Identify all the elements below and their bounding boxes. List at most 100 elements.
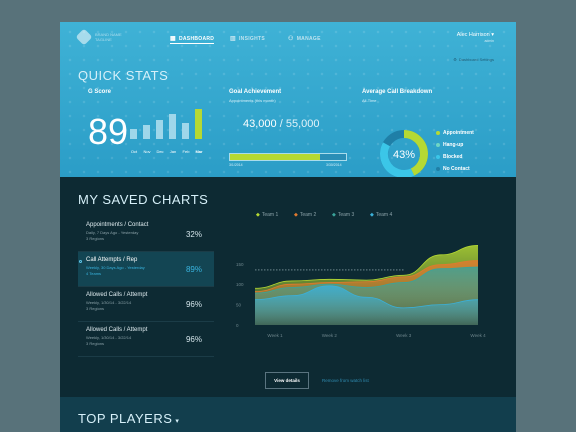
g-score-bar-fill [195,109,202,139]
saved-chart-scope: 3 Regions [86,236,105,241]
g-score-bar-0 [130,109,137,139]
saved-chart-title: Allowed Calls / Attempt [86,327,148,333]
series-legend-label: Team 3 [337,212,355,218]
series-legend-label: Team 4 [375,212,393,218]
diamond-icon: ◆ [294,212,298,218]
people-icon: ⚇ [288,36,294,42]
legend-dot-icon [436,167,440,171]
saved-chart-item[interactable]: Allowed Calls / Attempt Weekly, 1/30/14 -… [78,322,214,357]
g-score-bar-fill [156,120,163,139]
saved-chart-title: Call Attempts / Rep [86,257,138,263]
saved-chart-period: Weekly, 1/30/14 - 3/22/14 [86,300,132,305]
series-legend-item[interactable]: ◆ Team 2 [294,212,316,218]
goal-sub: Appointments (this month) [229,98,276,103]
g-score-label: G Score [88,89,112,95]
saved-charts-section: MY SAVED CHARTS Appointments / Contact Da… [60,177,516,397]
call-legend-label: Blocked [443,154,463,160]
g-score-bar-1 [143,109,150,139]
g-score-bar-fill [130,128,137,139]
g-score-bar-fill [143,124,150,139]
call-legend-item: Blocked [436,154,462,160]
goal-label: Goal Achievement [229,89,282,95]
x-tick-label: Week 2 [322,333,338,338]
series-legend-item[interactable]: ◆ Team 1 [256,212,278,218]
gear-icon: ⚙ [453,57,457,62]
goal-end-date: 3/30/2014 [326,163,342,167]
g-score-bar-label: Feb [182,149,190,154]
user-menu[interactable]: Alec Harrison ▾ admin [457,32,494,43]
call-breakdown-donut: 43% [380,130,428,178]
g-score-bar-label: Dec [156,149,164,154]
legend-dot-icon [436,131,440,135]
diamond-icon: ◆ [332,212,336,218]
user-name: Alec Harrison [456,32,490,38]
bar-chart-icon: ▥ [230,36,236,42]
x-tick-label: Week 3 [396,333,412,338]
diamond-icon: ◆ [370,212,374,218]
g-score-value: 89 [88,111,129,152]
x-tick-label: Week 1 [267,333,283,338]
background-pattern [60,22,516,177]
series-line-1 [254,245,479,289]
saved-charts-list: Appointments / Contact Daily, 7 Days Ago … [78,217,214,357]
g-score-bar-label: Nov [143,149,151,154]
y-tick-label: 100 [236,282,244,287]
saved-chart-faded-row [78,367,214,377]
g-score-bars: Oct Nov Dec Jan Feb Mar [130,109,210,154]
call-legend-item: Appointment [436,130,474,136]
saved-chart-title: Allowed Calls / Attempt [86,292,148,298]
caret-down-icon: ▾ [175,418,180,425]
quick-stats-section: BRAND NAME TAGLINE ▦ DASHBOARD ▥ INSIGHT… [60,22,516,178]
quick-stats-title: QUICK STATS [78,68,169,83]
dashboard-settings-link[interactable]: ⚙ Dashboard Settings [453,57,494,62]
chevron-down-icon: ▾ [491,32,494,38]
g-score-bar-label: Oct [130,149,138,154]
y-tick-label: 0 [236,323,239,328]
call-legend-item: No Contact [436,166,470,172]
top-players-section: TOP PLAYERS ▾ [60,397,516,432]
x-tick-label: Week 4 [470,333,486,338]
remove-from-watch-list-link[interactable]: Remove from watch list [322,378,369,383]
goal-target: 55,000 [285,118,320,130]
g-score-bar-4 [182,109,189,139]
call-legend-label: No Contact [443,166,470,172]
logo-icon [75,28,93,46]
goal-progress-bar [229,153,347,161]
nav-dashboard[interactable]: ▦ DASHBOARD [170,35,215,44]
saved-chart-title: Appointments / Contact [86,222,149,228]
nav-manage[interactable]: ⚇ MANAGE [288,35,321,43]
g-score-bar-fill [182,122,189,139]
saved-chart-percent: 32% [185,230,202,239]
series-line-4 [254,285,479,309]
saved-charts-title: MY SAVED CHARTS [78,192,209,207]
series-legend-item[interactable]: ◆ Team 3 [332,212,354,218]
app-frame: BRAND NAME TAGLINE ▦ DASHBOARD ▥ INSIGHT… [60,22,516,432]
series-legend-item[interactable]: ◆ Team 4 [370,212,392,218]
goal-numbers: 43,000 / 55,000 [243,118,320,130]
logo[interactable]: BRAND NAME TAGLINE [75,28,122,46]
user-role: admin [484,39,494,43]
saved-chart-item[interactable]: Appointments / Contact Daily, 7 Days Ago … [78,217,214,252]
g-score-bar-5 [195,109,202,139]
brand-tagline: TAGLINE [95,37,112,42]
call-legend-item: Hang-up [436,142,463,148]
g-score-bar-2 [156,109,163,139]
call-breakdown-sub: All-Time [362,98,377,103]
saved-chart-item[interactable]: Allowed Calls / Attempt Weekly, 1/30/14 -… [78,287,214,322]
team-area-chart: 0 50 100 150 Week 1 Week 2 Week 3 Week 4 [236,245,486,338]
saved-chart-item[interactable]: Call Attempts / Rep Weekly, 30 Days Ago -… [78,252,214,287]
nav-insights[interactable]: ▥ INSIGHTS [230,35,265,43]
saved-chart-scope: 3 Regions [86,341,105,346]
view-details-button[interactable]: View details [265,372,309,389]
saved-chart-period: Daily, 7 Days Ago - Yesterday [86,230,139,235]
saved-chart-percent: 96% [185,335,202,344]
top-players-title[interactable]: TOP PLAYERS ▾ [78,411,180,426]
saved-chart-percent: 96% [185,300,202,309]
saved-chart-period: Weekly, 30 Days Ago - Yesterday [86,265,145,270]
goal-current: 43,000 [243,118,277,130]
y-tick-label: 150 [236,262,244,267]
saved-chart-percent: 89% [185,265,202,274]
saved-chart-scope: 4 Teams [86,271,102,276]
donut-segment-appointment [380,130,428,178]
goal-progress-fill [230,154,321,160]
